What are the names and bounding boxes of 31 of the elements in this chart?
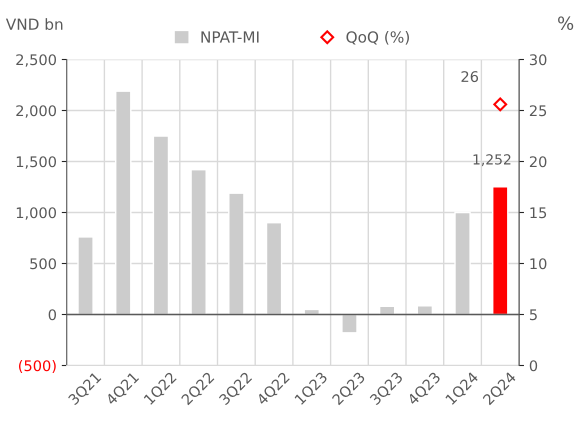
- bar: [454, 212, 471, 316]
- y2-tick-label: 0: [530, 360, 538, 372]
- y2-axis-title: %: [558, 16, 574, 30]
- y2-tick-label: 20: [530, 156, 546, 168]
- bar: [378, 306, 396, 316]
- bar: [190, 168, 207, 316]
- bar: [492, 186, 508, 316]
- y-tick-label: 0: [48, 309, 56, 320]
- bar: [266, 222, 282, 316]
- y-tick-label: 2,000: [16, 105, 56, 118]
- bar: [228, 192, 245, 316]
- y-tick-label: 1,500: [16, 156, 56, 169]
- y-axis-title: VND bn: [6, 18, 62, 30]
- y-tick-label: 1,000: [16, 207, 56, 220]
- y-tick-label: 500: [30, 258, 56, 270]
- bar: [341, 314, 358, 334]
- y-tick-label: (500): [19, 360, 56, 373]
- legend-label: NPAT-MI: [201, 31, 259, 43]
- data-label: 26: [461, 71, 478, 82]
- bar: [115, 90, 132, 316]
- y2-tick-label: 5: [530, 309, 537, 320]
- bar: [77, 236, 94, 316]
- y2-tick-label: 30: [530, 54, 546, 66]
- y-tick-label: 2,500: [16, 54, 56, 67]
- y2-tick-label: 15: [530, 207, 546, 218]
- data-label: 1,252: [474, 154, 510, 166]
- y2-tick-label: 10: [530, 258, 546, 270]
- bar: [416, 305, 434, 316]
- bar: [152, 135, 170, 316]
- legend-label: QoQ (%): [346, 30, 409, 45]
- y2-tick-label: 25: [530, 105, 546, 116]
